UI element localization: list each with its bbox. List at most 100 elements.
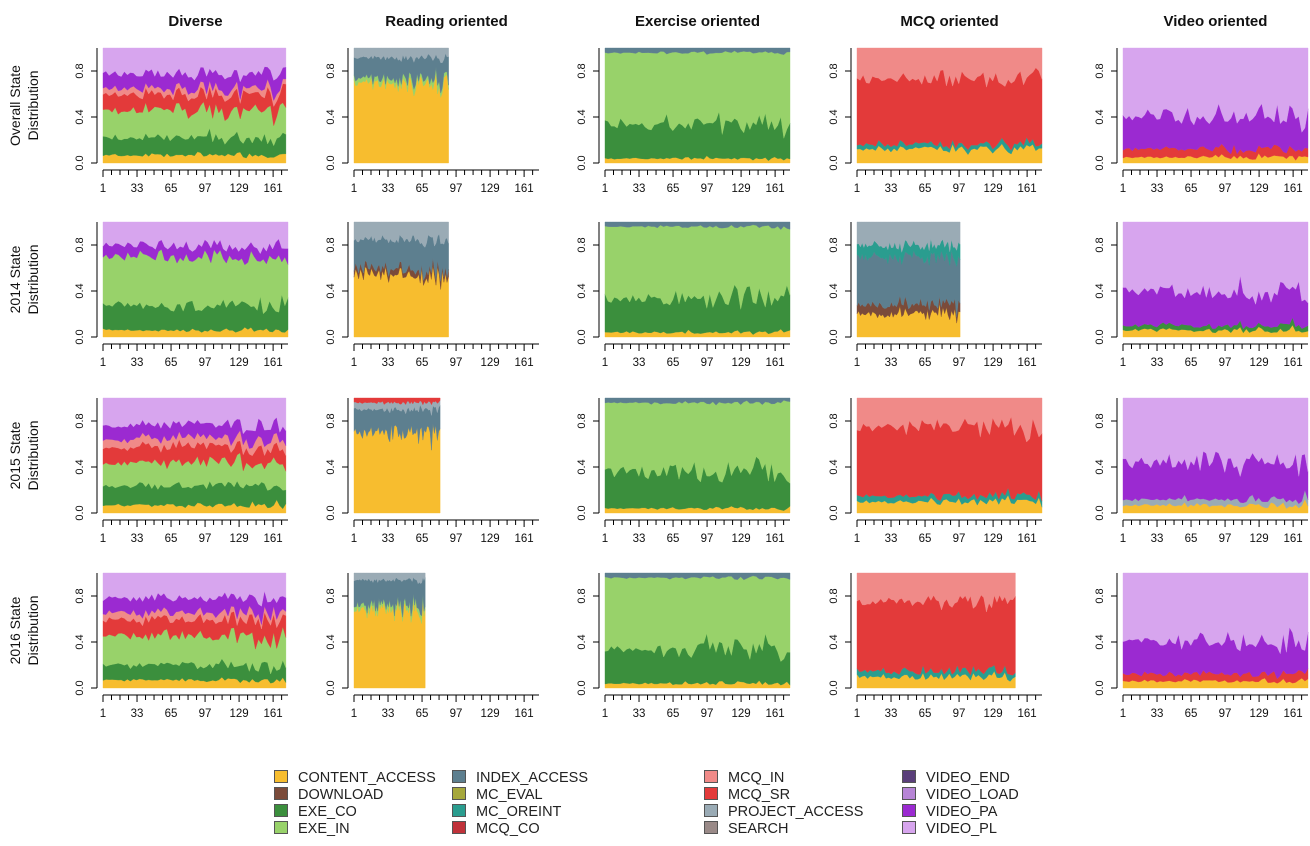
x-tick-label: 1 bbox=[854, 357, 860, 369]
band-video-pl bbox=[102, 47, 287, 83]
row-title-line: Overall State bbox=[7, 65, 23, 146]
x-tick-label: 97 bbox=[701, 533, 714, 545]
band-mcq-in bbox=[856, 572, 1016, 613]
x-tick-label: 33 bbox=[633, 708, 646, 720]
panel-2015-diverse: 0.0 0.4 0.8 1 33 65 97 129 161 bbox=[74, 397, 288, 545]
x-tick-label: 33 bbox=[382, 183, 395, 195]
x-tick-label: 1 bbox=[1120, 357, 1126, 369]
legend-label: DOWNLOAD bbox=[298, 787, 384, 803]
legend-swatch bbox=[452, 804, 466, 818]
y-tick-label: 0.8 bbox=[1094, 63, 1106, 78]
x-tick-label: 33 bbox=[633, 533, 646, 545]
x-tick-label: 1 bbox=[854, 183, 860, 195]
x-tick-label: 33 bbox=[633, 183, 646, 195]
panel-2014-video-oriented: 0.0 0.4 0.8 1 33 65 97 129 161 bbox=[1094, 221, 1309, 369]
x-tick-label: 1 bbox=[602, 183, 608, 195]
x-tick-label: 161 bbox=[515, 708, 534, 720]
column-title-video-oriented: Video oriented bbox=[1164, 13, 1268, 30]
band-video-pl bbox=[1122, 221, 1309, 305]
panel-2016-exercise-oriented: 0.0 0.4 0.8 1 33 65 97 129 161 bbox=[576, 572, 791, 720]
x-tick-label: 161 bbox=[264, 533, 283, 545]
band-video-pl bbox=[102, 572, 287, 607]
x-tick-label: 129 bbox=[731, 533, 750, 545]
legend-item-video-pl: VIDEO_PL bbox=[902, 821, 997, 838]
band-mcq-in bbox=[856, 397, 1043, 443]
x-tick-label: 161 bbox=[766, 533, 785, 545]
legend-label: INDEX_ACCESS bbox=[476, 770, 589, 786]
legend-swatch bbox=[274, 821, 288, 835]
x-tick-label: 97 bbox=[199, 708, 212, 720]
x-tick-label: 129 bbox=[480, 533, 499, 545]
x-tick-label: 65 bbox=[165, 708, 178, 720]
x-tick-label: 97 bbox=[1219, 183, 1232, 195]
x-tick-label: 97 bbox=[450, 708, 463, 720]
y-tick-label: 0.8 bbox=[74, 588, 86, 603]
band-video-pl bbox=[1122, 47, 1309, 133]
x-tick-label: 1 bbox=[351, 533, 357, 545]
band-project-access bbox=[856, 221, 961, 253]
panel-2015-video-oriented: 0.0 0.4 0.8 1 33 65 97 129 161 bbox=[1094, 397, 1309, 545]
x-tick-label: 65 bbox=[1185, 708, 1198, 720]
x-tick-label: 161 bbox=[1284, 183, 1303, 195]
column-title-diverse: Diverse bbox=[168, 13, 222, 30]
y-tick-label: 0.4 bbox=[74, 109, 86, 124]
row-title-line: 2016 State bbox=[7, 596, 23, 664]
legend-item-project-access: PROJECT_ACCESS bbox=[704, 804, 863, 821]
y-tick-label: 0.4 bbox=[74, 283, 86, 298]
y-tick-label: 0.8 bbox=[325, 413, 337, 428]
legend-label: SEARCH bbox=[728, 821, 789, 837]
band-video-pl bbox=[1122, 397, 1309, 478]
x-tick-label: 1 bbox=[1120, 533, 1126, 545]
y-tick-label: 0.4 bbox=[325, 283, 337, 298]
y-tick-label: 0.0 bbox=[325, 329, 337, 344]
panel-2014-reading-oriented: 0.0 0.4 0.8 1 33 65 97 129 161 bbox=[325, 221, 539, 369]
state-distribution-figure: Diverse Reading oriented Exercise oriented… bbox=[7, 13, 1309, 720]
x-tick-label: 129 bbox=[480, 183, 499, 195]
x-tick-label: 97 bbox=[199, 183, 212, 195]
y-tick-label: 0.8 bbox=[1094, 237, 1106, 252]
row-title-line: Distribution bbox=[25, 595, 41, 665]
y-tick-label: 0.0 bbox=[325, 155, 337, 170]
x-tick-label: 65 bbox=[919, 708, 932, 720]
x-tick-label: 1 bbox=[602, 533, 608, 545]
legend-label: VIDEO_END bbox=[926, 770, 1010, 786]
band-project-access bbox=[353, 47, 449, 64]
x-tick-label: 129 bbox=[229, 357, 248, 369]
x-tick-label: 33 bbox=[131, 183, 144, 195]
legend-item-video-end: VIDEO_END bbox=[902, 770, 1010, 787]
y-tick-label: 0.4 bbox=[828, 283, 840, 298]
x-tick-label: 33 bbox=[885, 533, 898, 545]
x-tick-label: 97 bbox=[701, 183, 714, 195]
x-tick-label: 65 bbox=[416, 357, 429, 369]
y-tick-label: 0.4 bbox=[576, 283, 588, 298]
x-tick-label: 1 bbox=[854, 533, 860, 545]
y-tick-label: 0.0 bbox=[576, 155, 588, 170]
y-tick-label: 0.0 bbox=[1094, 505, 1106, 520]
x-tick-label: 129 bbox=[983, 533, 1002, 545]
x-tick-label: 33 bbox=[885, 357, 898, 369]
x-tick-label: 1 bbox=[351, 183, 357, 195]
legend-item-index-access: INDEX_ACCESS bbox=[452, 770, 588, 787]
x-tick-label: 129 bbox=[1249, 533, 1268, 545]
legend-swatch bbox=[274, 787, 288, 801]
x-tick-label: 1 bbox=[100, 357, 106, 369]
x-tick-label: 1 bbox=[100, 183, 106, 195]
x-tick-label: 65 bbox=[416, 183, 429, 195]
x-tick-label: 1 bbox=[100, 533, 106, 545]
x-tick-label: 161 bbox=[264, 357, 283, 369]
x-tick-label: 97 bbox=[1219, 708, 1232, 720]
y-tick-label: 0.0 bbox=[576, 680, 588, 695]
x-tick-label: 129 bbox=[983, 708, 1002, 720]
x-tick-label: 161 bbox=[1018, 183, 1037, 195]
row-title-line: Distribution bbox=[25, 70, 41, 140]
x-tick-label: 97 bbox=[701, 708, 714, 720]
x-tick-label: 161 bbox=[264, 708, 283, 720]
x-tick-label: 129 bbox=[229, 533, 248, 545]
y-tick-label: 0.0 bbox=[74, 680, 86, 695]
y-tick-label: 0.0 bbox=[325, 505, 337, 520]
x-tick-label: 161 bbox=[264, 183, 283, 195]
y-tick-label: 0.8 bbox=[74, 413, 86, 428]
x-tick-label: 1 bbox=[854, 708, 860, 720]
x-tick-label: 65 bbox=[919, 183, 932, 195]
y-tick-label: 0.4 bbox=[74, 459, 86, 474]
